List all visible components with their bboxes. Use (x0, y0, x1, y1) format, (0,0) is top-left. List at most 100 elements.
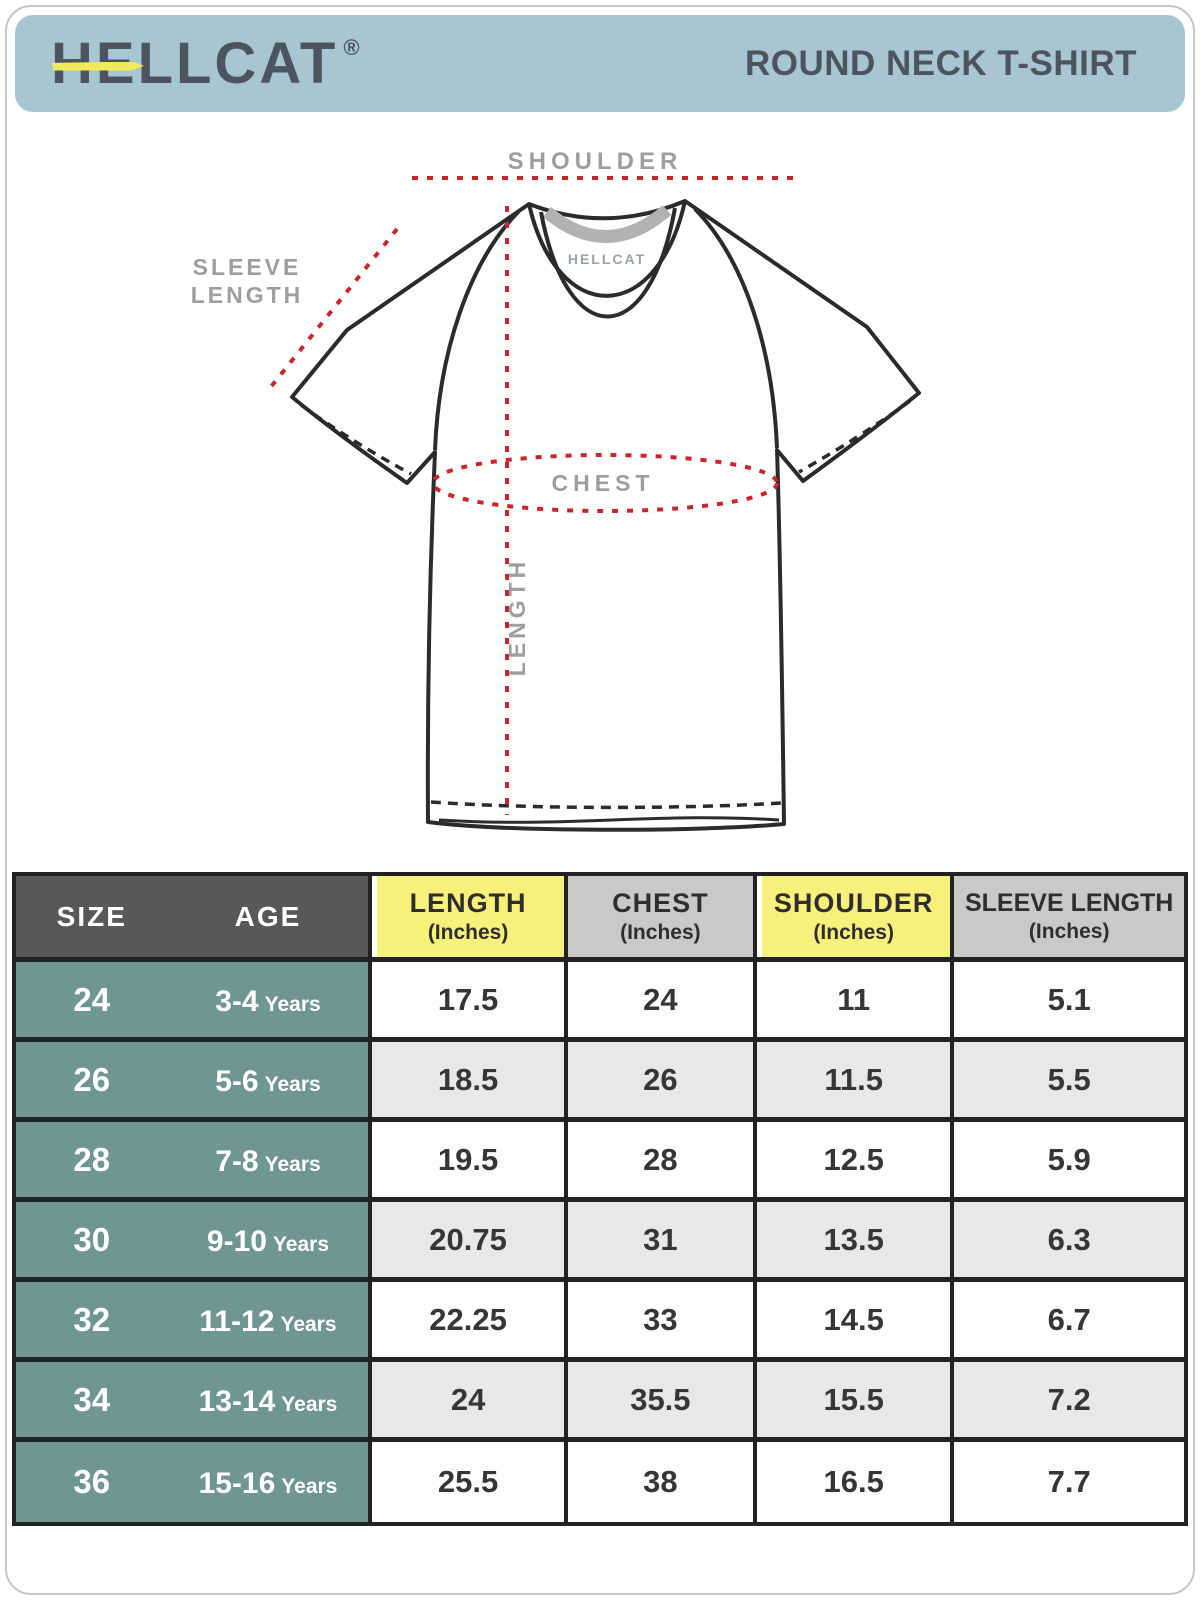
chest-measure-ellipse (431, 453, 779, 513)
table-row: 24 3-4 Years 17.5 24 11 5.1 (16, 962, 1184, 1042)
age-unit-label: Years (264, 992, 321, 1016)
col-header-length: LENGTH (Inches) (368, 876, 564, 962)
age-value: 5-6 (215, 1064, 259, 1098)
age-value: 3-4 (215, 984, 259, 1018)
shoulder-value: 11 (753, 962, 951, 1042)
shoulder-value: 11.5 (753, 1042, 951, 1122)
right-cuff-dashed-seam (798, 399, 912, 474)
size-value: 30 (73, 1220, 111, 1258)
col-header-size: SIZE (56, 900, 127, 932)
age-value: 15-16 (198, 1467, 276, 1500)
col-header-sleeve-length: SLEEVE LENGTH (Inches) (950, 876, 1184, 962)
table-row: 26 5-6 Years 18.5 26 11.5 5.5 (16, 1042, 1184, 1122)
length-value: 17.5 (368, 962, 564, 1042)
shoulder-value: 14.5 (753, 1282, 951, 1362)
col-unit-sleeve: (Inches) (1028, 920, 1110, 943)
age-value: 9-10 (206, 1224, 267, 1258)
size-value: 34 (73, 1380, 111, 1418)
length-value: 18.5 (368, 1042, 564, 1122)
tshirt-measurement-diagram: HELLCAT SHOULDER SLEEVE LENGTH CHEST LEN… (7, 112, 1193, 872)
col-unit-length: (Inches) (427, 921, 509, 944)
sleeve-value: 5.5 (950, 1042, 1184, 1122)
collar-tape-band (542, 205, 672, 243)
chest-value: 33 (563, 1282, 754, 1362)
age-unit-label: Years (281, 1392, 338, 1416)
table-row: 30 9-10 Years 20.75 31 13.5 6.3 (16, 1202, 1184, 1282)
collar-outer-curve (527, 200, 687, 298)
shoulder-label: SHOULDER (508, 148, 683, 175)
chest-value: 35.5 (563, 1362, 754, 1442)
shoulder-value: 13.5 (753, 1202, 951, 1282)
age-unit-label: Years (280, 1312, 337, 1336)
header-banner: HELLCAT ® ROUND NECK T-SHIRT (15, 15, 1185, 112)
size-age-cell: 26 5-6 Years (16, 1042, 369, 1122)
length-label: LENGTH (504, 558, 530, 677)
table-row: 28 7-8 Years 19.5 28 12.5 5.9 (16, 1122, 1184, 1202)
length-value: 24 (368, 1362, 564, 1442)
length-value: 25.5 (368, 1442, 564, 1522)
chest-value: 31 (563, 1202, 754, 1282)
sleeve-measure-line (268, 227, 399, 390)
size-age-cell: 34 13-14 Years (16, 1362, 369, 1442)
length-value: 20.75 (368, 1202, 564, 1282)
logo-yellow-stripe (52, 61, 144, 71)
col-header-age: AGE (234, 900, 302, 932)
age-unit-label: Years (264, 1152, 321, 1176)
size-age-cell: 36 15-16 Years (16, 1442, 369, 1522)
age-value: 13-14 (198, 1384, 276, 1418)
size-chart-page: HELLCAT ® ROUND NECK T-SHIRT HELLCAT (5, 5, 1195, 1595)
col-unit-shoulder: (Inches) (813, 921, 894, 944)
sleeve-value: 6.7 (950, 1282, 1184, 1362)
page-title: ROUND NECK T-SHIRT (744, 43, 1137, 83)
age-value: 11-12 (199, 1304, 275, 1338)
table-row: 32 11-12 Years 22.25 33 14.5 6.7 (16, 1282, 1184, 1362)
size-value: 32 (73, 1300, 111, 1338)
sleeve-length-label-line1: SLEEVE (193, 254, 302, 280)
col-unit-chest: (Inches) (620, 921, 701, 944)
sleeve-value: 5.1 (950, 962, 1184, 1042)
age-unit-label: Years (272, 1232, 330, 1256)
chest-value: 38 (563, 1442, 754, 1522)
length-value: 22.25 (368, 1282, 564, 1362)
sleeve-value: 6.3 (950, 1202, 1184, 1282)
left-armhole-seam (433, 209, 521, 451)
size-value: 26 (73, 1060, 111, 1098)
right-armhole-seam (693, 207, 779, 449)
size-value: 36 (73, 1463, 111, 1500)
age-unit-label: Years (264, 1072, 321, 1096)
col-header-size-age: SIZE AGE (16, 876, 369, 962)
age-value: 7-8 (215, 1144, 259, 1178)
col-header-chest: CHEST (Inches) (563, 876, 754, 962)
shoulder-value: 16.5 (753, 1442, 951, 1522)
size-value: 28 (73, 1140, 111, 1178)
chest-value: 26 (563, 1042, 754, 1122)
table-header-row: SIZE AGE LENGTH (Inches) CHEST (Inches) … (16, 876, 1184, 962)
size-age-cell: 28 7-8 Years (16, 1122, 369, 1202)
chest-label: CHEST (552, 470, 655, 496)
chest-value: 24 (563, 962, 754, 1042)
size-age-cell: 24 3-4 Years (16, 962, 369, 1042)
sleeve-value: 7.7 (950, 1442, 1184, 1522)
brand-logo: HELLCAT ® (51, 34, 360, 93)
table-row: 36 15-16 Years 25.5 38 16.5 7.7 (16, 1442, 1184, 1522)
size-age-cell: 30 9-10 Years (16, 1202, 369, 1282)
tshirt-diagram-svg: HELLCAT SHOULDER SLEEVE LENGTH CHEST LEN… (191, 148, 921, 832)
hem-fold-line (438, 816, 780, 824)
sleeve-value: 7.2 (950, 1362, 1184, 1442)
shoulder-value: 15.5 (753, 1362, 951, 1442)
table-row: 34 13-14 Years 24 35.5 15.5 7.2 (16, 1362, 1184, 1442)
collar-brand-label: HELLCAT (568, 251, 646, 267)
sleeve-value: 5.9 (950, 1122, 1184, 1202)
hem-dashed-line (430, 800, 782, 810)
age-unit-label: Years (281, 1475, 338, 1498)
left-cuff-dashed-seam (299, 403, 412, 476)
length-value: 19.5 (368, 1122, 564, 1202)
col-header-shoulder: SHOULDER (Inches) (753, 876, 951, 962)
size-age-cell: 32 11-12 Years (16, 1282, 369, 1362)
shoulder-value: 12.5 (753, 1122, 951, 1202)
sleeve-length-label-line2: LENGTH (191, 282, 304, 308)
size-value: 24 (73, 980, 111, 1018)
registered-trademark-icon: ® (343, 34, 360, 60)
size-chart-table: SIZE AGE LENGTH (Inches) CHEST (Inches) … (12, 872, 1188, 1526)
chest-value: 28 (563, 1122, 754, 1202)
